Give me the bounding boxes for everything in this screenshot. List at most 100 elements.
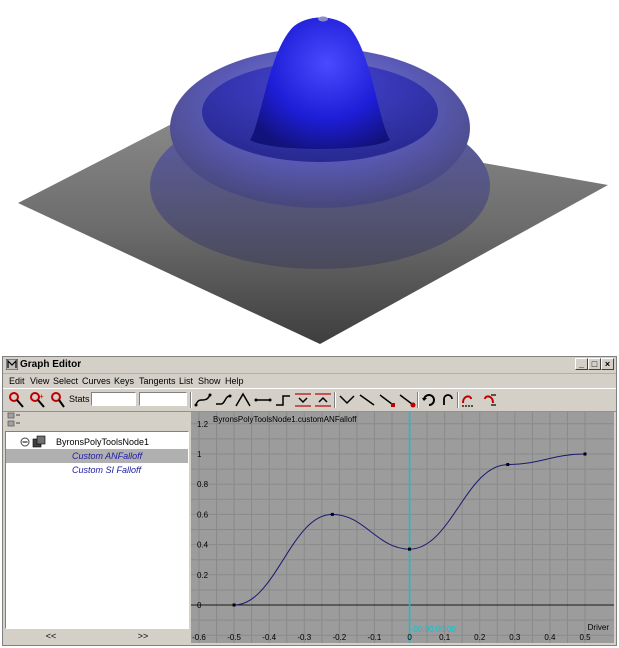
x-tick-label: -0.5: [227, 633, 241, 642]
cycle-icon: [422, 394, 435, 406]
curve-key[interactable]: [330, 512, 334, 516]
outliner-node-label: ByronsPolyToolsNode1: [56, 437, 150, 447]
x-tick-label: 0.4: [544, 633, 556, 642]
menu-help[interactable]: Help: [225, 376, 244, 386]
y-tick-label: 0.8: [197, 480, 209, 489]
move-key-icon: [9, 392, 24, 408]
cycle-button[interactable]: [419, 391, 439, 409]
curve-outliner: ByronsPolyToolsNode1 Custom ANFalloff Cu…: [5, 431, 189, 629]
menu-keys[interactable]: Keys: [114, 376, 135, 386]
plateau-tangent-icon: [295, 393, 311, 407]
flat-tangent-button[interactable]: [253, 391, 273, 409]
step-tangent-icon: [276, 395, 290, 406]
plateau-tangent-button[interactable]: [293, 391, 313, 409]
buffer-curve-button[interactable]: [313, 391, 333, 409]
stats-field-value[interactable]: [139, 392, 187, 406]
break-tangents-button[interactable]: [337, 391, 357, 409]
insert-key-tool[interactable]: +: [28, 391, 48, 409]
lock-tangent-weight-button[interactable]: [397, 391, 417, 409]
y-tick-label: 0: [197, 601, 202, 610]
graph-toolbar: + Stats: [3, 388, 616, 412]
cycle-offset-icon: [443, 394, 453, 405]
clamped-tangent-icon: [216, 394, 232, 405]
outliner-node-row[interactable]: ByronsPolyToolsNode1: [6, 435, 188, 449]
x-tick-label: -0.1: [368, 633, 382, 642]
viewport-render: [18, 16, 608, 344]
move-key-tool[interactable]: [7, 391, 27, 409]
maximize-button[interactable]: □: [588, 358, 601, 370]
menu-edit[interactable]: Edit: [9, 376, 25, 386]
outliner-scrollbar: << >>: [5, 631, 189, 643]
falloff-surface-render: [18, 16, 608, 344]
current-time-label: 00:00:00:00: [414, 625, 457, 634]
linear-tangent-button[interactable]: [233, 391, 253, 409]
curve-key[interactable]: [408, 547, 412, 551]
x-tick-label: -0.6: [192, 633, 206, 642]
toolbar-separator: [417, 392, 419, 408]
menu-tangents[interactable]: Tangents: [139, 376, 176, 386]
x-tick-label: 0.1: [439, 633, 451, 642]
free-tangent-weight-icon: [379, 394, 395, 407]
scroll-left-button[interactable]: <<: [45, 631, 57, 641]
title-bar: Graph Editor _ □ ×: [3, 357, 616, 374]
toolbar-separator: [457, 392, 459, 408]
x-tick-label: 0.5: [579, 633, 591, 642]
clamped-tangent-button[interactable]: [213, 391, 233, 409]
x-tick-label: 0: [407, 633, 412, 642]
graph-plot[interactable]: 0 0.2 0.4 0.6 0.8 1 1.2 -0.6 -0.5 -0.4 -0.3 -0.2 -0.…: [191, 412, 614, 643]
post-infinity-icon: [484, 394, 496, 406]
window-title: Graph Editor: [20, 359, 82, 370]
toolbar-separator: [190, 392, 192, 408]
collapse-icon[interactable]: [20, 437, 30, 447]
scroll-right-button[interactable]: >>: [137, 631, 149, 641]
flat-tangent-icon: [254, 398, 272, 402]
step-tangent-button[interactable]: [273, 391, 293, 409]
svg-text:+: +: [39, 392, 44, 401]
x-tick-label: 0.2: [474, 633, 486, 642]
toolbar-separator: [334, 392, 336, 408]
break-tangents-icon: [339, 395, 355, 405]
minimize-button[interactable]: _: [575, 358, 588, 370]
node-icon: [32, 435, 46, 448]
curve-key[interactable]: [506, 463, 510, 467]
stats-label: Stats: [69, 394, 90, 404]
x-tick-label: -0.3: [297, 633, 311, 642]
unify-tangents-button[interactable]: [357, 391, 377, 409]
outliner-attribute-row[interactable]: Custom ANFalloff: [6, 449, 188, 463]
graph-view[interactable]: 0 0.2 0.4 0.6 0.8 1 1.2 -0.6 -0.5 -0.4 -0.3 -0.2 -0.…: [191, 412, 614, 643]
pre-infinity-button[interactable]: [459, 391, 479, 409]
outliner-attribute-row[interactable]: Custom SI Falloff: [6, 463, 188, 477]
y-tick-label: 0.4: [197, 541, 209, 550]
driver-label: Driver: [588, 623, 610, 632]
curve-key[interactable]: [232, 603, 236, 607]
menu-view[interactable]: View: [30, 376, 50, 386]
unify-tangents-icon: [359, 394, 375, 406]
maya-app-icon: [6, 359, 18, 370]
buffer-curve-icon: [315, 393, 331, 407]
x-tick-label: -0.2: [332, 633, 346, 642]
cycle-offset-button[interactable]: [437, 391, 457, 409]
filter-icon: [7, 412, 20, 427]
curve-name-label: ByronsPolyToolsNode1.customANFalloff: [213, 415, 357, 424]
add-key-tool[interactable]: [48, 391, 68, 409]
stats-field-time[interactable]: [91, 392, 136, 406]
post-infinity-button[interactable]: [479, 391, 499, 409]
lock-tangent-weight-icon: [399, 394, 416, 408]
menu-curves[interactable]: Curves: [82, 376, 111, 386]
menu-show[interactable]: Show: [198, 376, 221, 386]
graph-editor-window: Graph Editor _ □ × Edit View Select Curv…: [2, 356, 617, 646]
menu-select[interactable]: Select: [53, 376, 79, 386]
spline-tangent-button[interactable]: [193, 391, 213, 409]
close-button[interactable]: ×: [601, 358, 614, 370]
y-tick-label: 1: [197, 450, 202, 459]
y-tick-label: 0.6: [197, 510, 209, 519]
curve-key[interactable]: [583, 452, 587, 456]
menu-list[interactable]: List: [179, 376, 194, 386]
free-tangent-weight-button[interactable]: [377, 391, 397, 409]
outliner-filter-buttons[interactable]: [7, 412, 25, 428]
outliner-attribute-label: Custom SI Falloff: [72, 465, 142, 475]
outliner-attribute-label: Custom ANFalloff: [72, 451, 143, 461]
menu-bar: Edit View Select Curves Keys Tangents Li…: [3, 374, 616, 388]
insert-key-icon: +: [30, 392, 45, 408]
y-tick-label: 1.2: [197, 420, 209, 429]
